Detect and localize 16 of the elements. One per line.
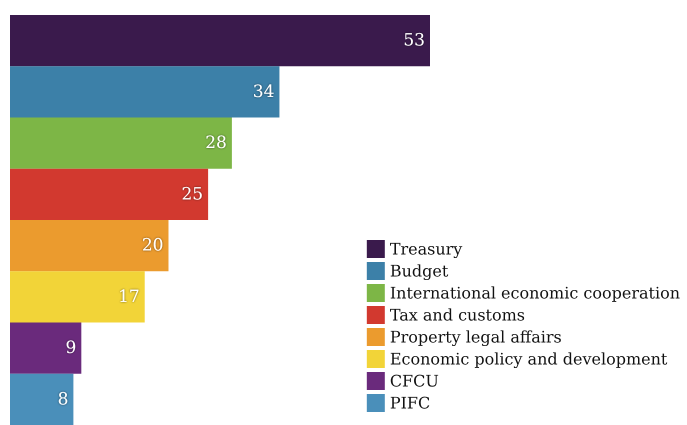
data-label: 25 xyxy=(181,184,204,204)
legend-label: International economic cooperation xyxy=(390,284,680,302)
legend-label: Treasury xyxy=(390,240,462,258)
legend-label: Tax and customs xyxy=(390,306,525,324)
data-label: 53 xyxy=(403,30,425,51)
legend-label: CFCU xyxy=(390,372,439,390)
data-label: 20 xyxy=(142,236,164,256)
data-label: 17 xyxy=(118,286,140,307)
data-label: 9 xyxy=(65,338,76,358)
legend-label: Property legal affairs xyxy=(390,328,562,346)
data-label: 34 xyxy=(252,82,274,102)
data-label: 28 xyxy=(205,133,227,154)
legend-label: PIFC xyxy=(390,394,430,412)
data-label: 8 xyxy=(58,389,68,410)
legend-label: Budget xyxy=(390,262,449,280)
legend-label: Economic policy and development xyxy=(390,350,668,368)
